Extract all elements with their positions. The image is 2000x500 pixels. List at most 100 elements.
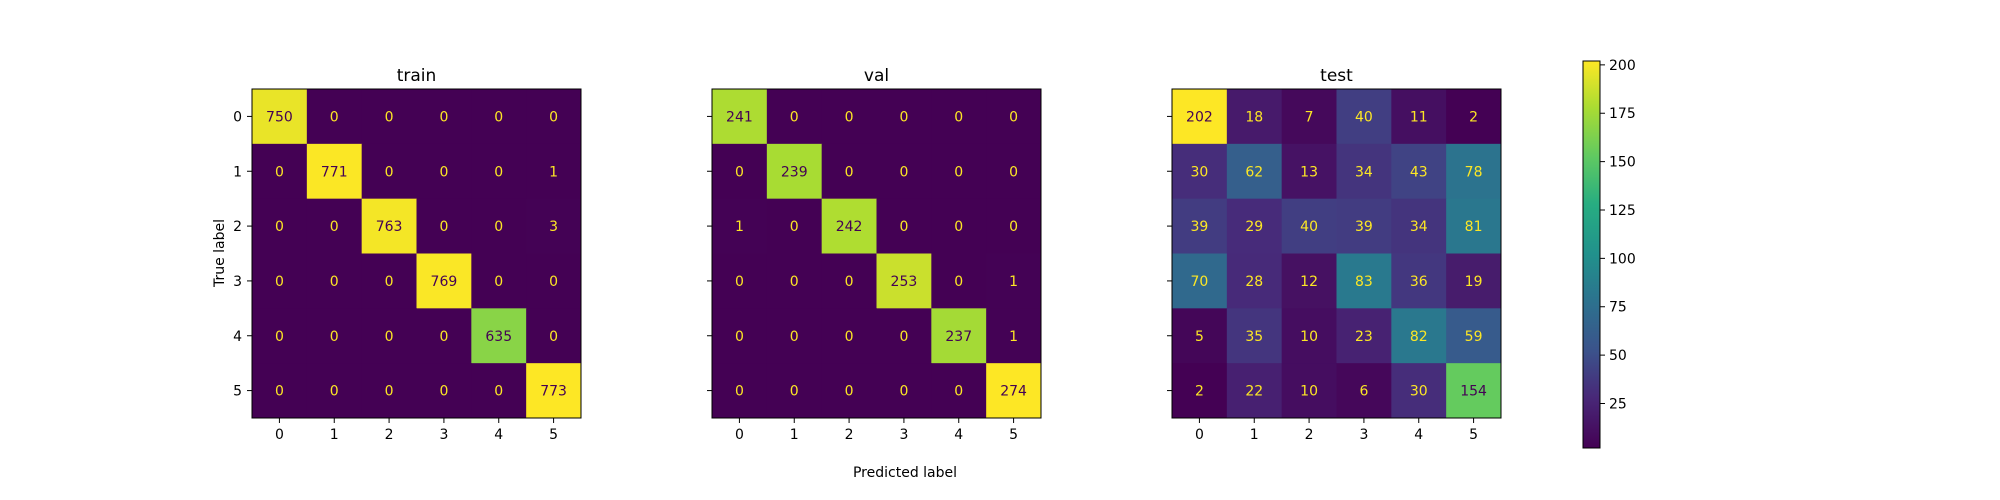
heatmap-cell: [766, 253, 823, 309]
cell-value-label: 771: [321, 164, 348, 180]
x-tick-label: 0: [275, 427, 284, 443]
heatmap-cell: [931, 89, 987, 145]
cell-value-label: 1: [1009, 274, 1018, 290]
cell-value-label: 81: [1465, 219, 1483, 235]
cell-value-label: 0: [845, 274, 854, 290]
colorbar-tick-label: 75: [1609, 300, 1627, 316]
cell-value-label: 0: [385, 109, 394, 125]
heatmap-cell: [1226, 198, 1283, 254]
heatmap-cell: [1391, 253, 1447, 309]
heatmap-cell: [306, 143, 363, 200]
cell-value-label: 10: [1300, 329, 1318, 345]
heatmap-cell: [1446, 198, 1502, 254]
heatmap-cell: [766, 308, 823, 364]
cell-value-label: 2: [1195, 384, 1204, 400]
heatmap-cell: [821, 89, 877, 145]
cell-value-label: 0: [275, 384, 284, 400]
x-tick-label: 5: [1469, 427, 1478, 443]
y-tick-label: 3: [233, 274, 242, 290]
y-tick-label: 5: [233, 384, 242, 400]
heatmap-cell: [526, 308, 582, 364]
confusion-matrix-val: 241 0 0 0 0 00 239 0 0 0 01 0 242 0 0 00 0 0 253 0 10 0 0 0 237 1…: [707, 66, 1042, 443]
x-tick-label: 4: [1414, 427, 1423, 443]
heatmap-cell: [1336, 363, 1392, 419]
heatmap-cell: [876, 198, 932, 254]
heatmap-cell: [361, 308, 417, 364]
heatmap-cell: [986, 253, 1042, 309]
cell-value-label: 0: [439, 384, 448, 400]
heatmap-cell: [526, 198, 582, 254]
heatmap-cell: [712, 89, 768, 145]
cell-value-label: 2: [1469, 109, 1478, 125]
heatmap-cell: [1281, 253, 1337, 309]
heatmap-cell: [766, 143, 823, 200]
heatmap-cell: [876, 253, 932, 309]
panel-title: test: [1320, 66, 1353, 86]
heatmap-cell: [1336, 89, 1392, 145]
heatmap-cell: [821, 143, 877, 200]
heatmap-cell: [306, 308, 363, 364]
heatmap-cell: [416, 253, 472, 309]
heatmap-cell: [471, 363, 527, 419]
heatmap-cell: [876, 89, 932, 145]
cell-value-label: 253: [891, 274, 918, 290]
x-tick-label: 3: [899, 427, 908, 443]
cell-value-label: 773: [540, 384, 567, 400]
cell-value-label: 10: [1300, 384, 1318, 400]
cell-value-label: 59: [1465, 329, 1483, 345]
heatmap-cell: [1391, 363, 1447, 419]
heatmap-cell: [986, 363, 1042, 419]
cell-value-label: 239: [781, 164, 808, 180]
cell-value-label: 0: [549, 274, 558, 290]
heatmap-cell: [1172, 363, 1228, 419]
heatmap-cell: [526, 363, 582, 419]
cell-value-label: 237: [945, 329, 972, 345]
cell-value-label: 6: [1359, 384, 1368, 400]
cell-value-label: 34: [1355, 164, 1373, 180]
cell-value-label: 0: [330, 219, 339, 235]
heatmap-cell: [931, 253, 987, 309]
x-tick-label: 5: [1009, 427, 1018, 443]
heatmap-cell: [1446, 143, 1502, 200]
x-tick-label: 3: [1359, 427, 1368, 443]
cell-value-label: 1: [735, 219, 744, 235]
heatmap-cell: [1336, 253, 1392, 309]
heatmap-cell: [931, 308, 987, 364]
heatmap-cell: [1281, 363, 1337, 419]
colorbar-tick-label: 25: [1609, 396, 1627, 412]
heatmap-cell: [876, 363, 932, 419]
heatmap-cell: [876, 308, 932, 364]
cell-value-label: 0: [735, 274, 744, 290]
plot-frame: [251, 88, 582, 419]
colorbar-tick-label: 50: [1609, 348, 1627, 364]
cell-value-label: 0: [1009, 219, 1018, 235]
heatmap-cell: [1446, 89, 1502, 145]
heatmap-cell: [416, 363, 472, 419]
heatmap-cell: [986, 308, 1042, 364]
cell-value-label: 5: [1195, 329, 1204, 345]
heatmap-cell: [766, 363, 823, 419]
cell-value-label: 0: [330, 109, 339, 125]
heatmap-cell: [1391, 198, 1447, 254]
colorbar-tick-label: 175: [1609, 106, 1636, 122]
cell-value-label: 769: [431, 274, 458, 290]
cell-value-label: 28: [1245, 274, 1263, 290]
heatmap-cell: [931, 363, 987, 419]
heatmap-cell: [1336, 198, 1392, 254]
heatmap-cell: [1391, 89, 1447, 145]
x-tick-label: 1: [1250, 427, 1259, 443]
plot-frame: [1171, 88, 1502, 419]
cell-value-label: 83: [1355, 274, 1373, 290]
heatmap-cell: [1391, 143, 1447, 200]
heatmap-cell: [471, 198, 527, 254]
x-tick-label: 3: [439, 427, 448, 443]
confusion-matrix-panels: 750 0 0 0 0 00 771 0 0 0 10 0 763 0 0 30 0 0 769 0 00 0 0 0 635 0…: [233, 66, 1502, 443]
cell-value-label: 0: [845, 109, 854, 125]
colorbar-tick-label: 200: [1609, 58, 1636, 74]
cell-value-label: 0: [275, 219, 284, 235]
cell-value-label: 0: [275, 329, 284, 345]
heatmap-cell: [306, 363, 363, 419]
cell-value-label: 13: [1300, 164, 1318, 180]
colorbar-tick-label: 150: [1609, 155, 1636, 171]
heatmap-cell: [252, 253, 308, 309]
